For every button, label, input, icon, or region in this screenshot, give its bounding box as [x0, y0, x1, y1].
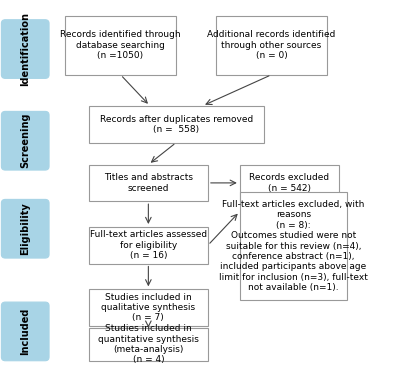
Text: Studies included in
qualitative synthesis
(n = 7): Studies included in qualitative synthesi…: [101, 293, 196, 322]
FancyBboxPatch shape: [240, 165, 339, 201]
FancyBboxPatch shape: [1, 20, 49, 78]
Text: Included: Included: [20, 308, 30, 355]
FancyBboxPatch shape: [65, 16, 176, 75]
FancyBboxPatch shape: [89, 227, 208, 263]
Text: Full-text articles excluded, with
reasons
(n = 8):
Outcomes studied were not
sui: Full-text articles excluded, with reason…: [219, 200, 368, 292]
Text: Full-text articles assessed
for eligibility
(n = 16): Full-text articles assessed for eligibil…: [90, 230, 207, 260]
FancyBboxPatch shape: [89, 328, 208, 361]
FancyBboxPatch shape: [89, 289, 208, 326]
FancyBboxPatch shape: [89, 165, 208, 201]
Text: Records after duplicates removed
(n =  558): Records after duplicates removed (n = 55…: [100, 115, 253, 134]
Text: Records identified through
database searching
(n =1050): Records identified through database sear…: [60, 30, 181, 60]
Text: Identification: Identification: [20, 12, 30, 86]
FancyBboxPatch shape: [89, 106, 264, 142]
FancyBboxPatch shape: [216, 16, 327, 75]
FancyBboxPatch shape: [240, 192, 347, 300]
Text: Screening: Screening: [20, 113, 30, 168]
FancyBboxPatch shape: [1, 302, 49, 361]
Text: Eligibility: Eligibility: [20, 202, 30, 255]
FancyBboxPatch shape: [1, 199, 49, 258]
Text: Studies included in
quantitative synthesis
(meta-analysis)
(n = 4): Studies included in quantitative synthes…: [98, 324, 199, 364]
Text: Titles and abstracts
screened: Titles and abstracts screened: [104, 173, 193, 193]
Text: Additional records identified
through other sources
(n = 0): Additional records identified through ot…: [207, 30, 336, 60]
FancyBboxPatch shape: [1, 111, 49, 170]
Text: Records excluded
(n = 542): Records excluded (n = 542): [249, 173, 330, 193]
